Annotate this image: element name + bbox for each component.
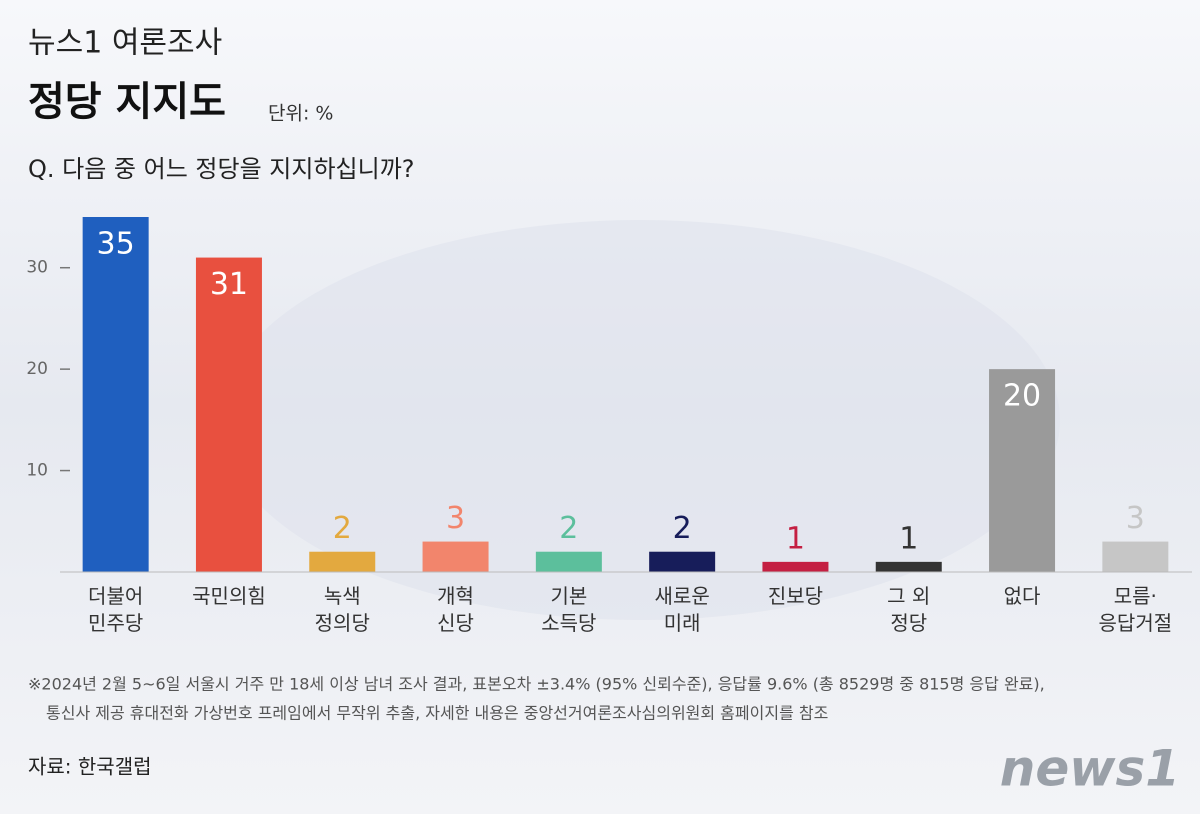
x-tick-label: 녹색 정의당 xyxy=(315,584,370,635)
x-tick-label: 그 외 정당 xyxy=(887,584,930,635)
question: Q. 다음 중 어느 정당을 지지하십니까? xyxy=(28,155,415,183)
bar xyxy=(989,369,1056,572)
x-tick-label: 기본 소득당 xyxy=(541,584,596,635)
bar xyxy=(762,561,829,572)
x-tick-label: 더불어 민주당 xyxy=(88,584,143,635)
bar xyxy=(1102,541,1169,572)
bar xyxy=(875,561,942,572)
value-label: 2 xyxy=(673,511,692,546)
value-label: 20 xyxy=(1003,379,1041,414)
source: 자료: 한국갤럽 xyxy=(28,755,152,779)
value-label: 3 xyxy=(1126,501,1145,536)
value-label: 1 xyxy=(786,521,805,556)
x-tick-label: 없다 xyxy=(1004,584,1041,608)
y-tick-label: 30 xyxy=(26,258,48,278)
footnote: 통신사 제공 휴대전화 가상번호 프레임에서 무작위 추출, 자세한 내용은 중… xyxy=(46,704,828,723)
y-tick-label: 20 xyxy=(26,359,48,379)
bar xyxy=(195,257,262,572)
x-tick-label: 개혁 신당 xyxy=(437,584,474,635)
bar xyxy=(309,551,376,572)
background-decor xyxy=(220,220,1060,620)
value-label: 35 xyxy=(97,227,135,262)
value-label: 2 xyxy=(333,511,352,546)
x-tick-label: 진보당 xyxy=(768,584,823,608)
value-label: 3 xyxy=(446,501,465,536)
unit: 단위: % xyxy=(268,103,333,125)
bar xyxy=(535,551,602,572)
bar xyxy=(82,217,149,572)
value-label: 2 xyxy=(559,511,578,546)
x-tick-label: 모름· 응답거절 xyxy=(1099,584,1173,635)
subtitle: 뉴스1 여론조사 xyxy=(28,26,222,61)
footnote: ※2024년 2월 5~6일 서울시 거주 만 18세 이상 남녀 조사 결과,… xyxy=(28,675,1045,694)
y-tick-label: 10 xyxy=(26,461,48,481)
bar xyxy=(422,541,489,572)
value-label: 1 xyxy=(899,521,918,556)
value-label: 31 xyxy=(210,267,248,302)
logo: news1 xyxy=(1000,740,1180,798)
bar xyxy=(649,551,716,572)
x-tick-label: 국민의힘 xyxy=(192,584,266,608)
x-tick-label: 새로운 미래 xyxy=(655,584,710,635)
chart-title: 정당 지지도 xyxy=(28,79,226,125)
